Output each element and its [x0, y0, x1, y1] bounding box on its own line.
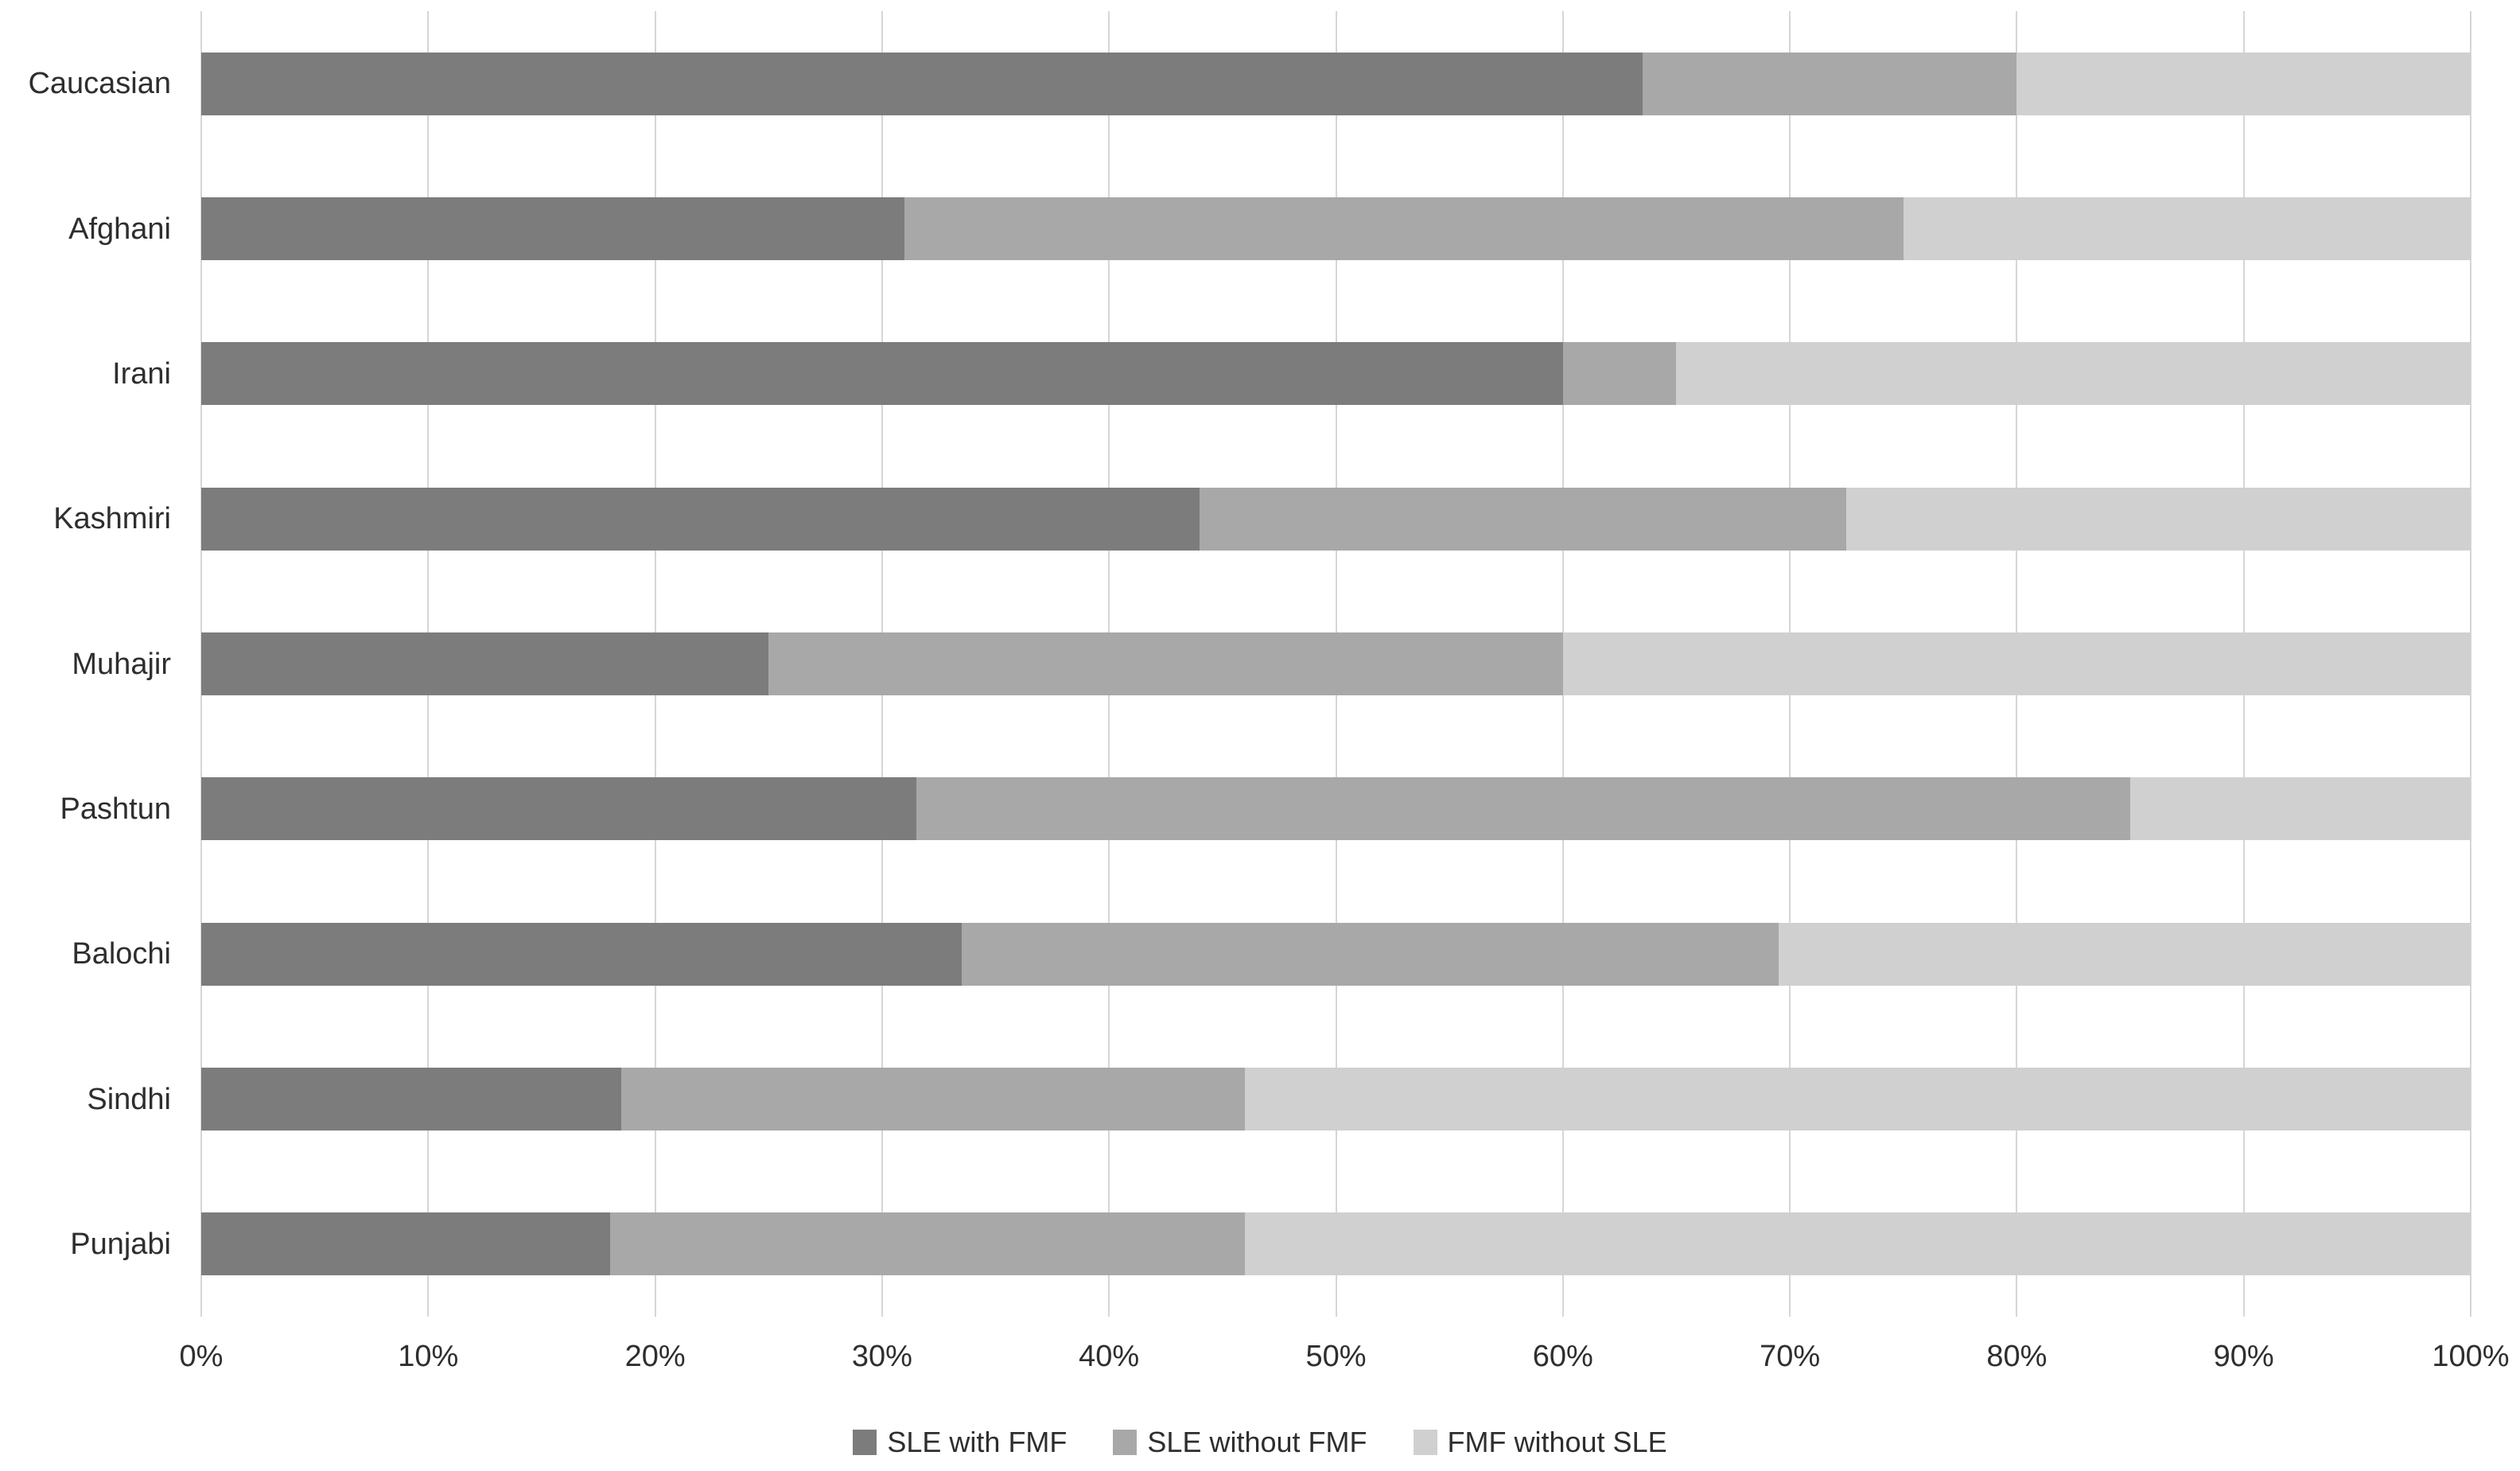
legend-swatch-sle-without-fmf — [1113, 1430, 1138, 1455]
bar-segment-sle-without-fmf — [609, 1212, 1246, 1276]
x-tick-label: 100% — [2432, 1340, 2510, 1373]
legend-item-fmf-without-sle: FMF without SLE — [1413, 1426, 1667, 1459]
category-label: Punjabi — [70, 1227, 171, 1261]
category-label: Sindhi — [87, 1082, 171, 1116]
bar-segment-sle-with-fmf — [201, 777, 916, 841]
category-label: Muhajir — [72, 647, 171, 681]
bar-segment-sle-without-fmf — [620, 1068, 1246, 1130]
bar-row-afghani — [201, 197, 2471, 260]
bar-segment-fmf-without-sle — [1245, 1212, 2471, 1276]
legend-label: SLE without FMF — [1147, 1426, 1367, 1458]
x-tick-label: 10% — [398, 1340, 459, 1373]
x-tick-label: 50% — [1305, 1340, 1367, 1373]
bar-row-irani — [201, 342, 2471, 406]
legend-item-sle-without-fmf: SLE without FMF — [1113, 1426, 1367, 1459]
x-tick-label: 40% — [1079, 1340, 1140, 1373]
bar-segment-sle-without-fmf — [916, 777, 2131, 841]
bar-segment-sle-without-fmf — [961, 922, 1779, 986]
x-tick-label: 60% — [1532, 1340, 1593, 1373]
bar-segment-fmf-without-sle — [2130, 777, 2471, 841]
legend-item-sle-with-fmf: SLE with FMF — [853, 1426, 1067, 1459]
x-tick-label: 20% — [624, 1340, 686, 1373]
legend-swatch-fmf-without-sle — [1413, 1430, 1437, 1455]
bar-segment-fmf-without-sle — [1846, 487, 2471, 551]
bar-segment-sle-with-fmf — [201, 1212, 610, 1276]
bar-segment-fmf-without-sle — [1562, 632, 2471, 695]
bar-segment-sle-with-fmf — [201, 197, 905, 260]
bar-segment-fmf-without-sle — [1245, 1068, 2471, 1130]
bar-row-sindhi — [201, 1068, 2471, 1130]
category-label: Caucasian — [28, 67, 171, 101]
bar-segment-fmf-without-sle — [2016, 52, 2471, 115]
category-label: Afghani — [68, 212, 171, 246]
bar-row-punjabi — [201, 1212, 2471, 1276]
bar-segment-fmf-without-sle — [1778, 922, 2471, 986]
category-label: Pashtun — [60, 792, 171, 826]
category-label: Balochi — [72, 937, 171, 971]
legend-swatch-sle-with-fmf — [853, 1430, 877, 1455]
category-label: Irani — [112, 356, 171, 391]
bar-segment-sle-with-fmf — [201, 487, 1200, 551]
bar-row-pashtun — [201, 777, 2471, 841]
x-tick-label: 80% — [1986, 1340, 2048, 1373]
bar-segment-sle-with-fmf — [201, 922, 962, 986]
legend-label: FMF without SLE — [1447, 1426, 1667, 1458]
bar-segment-fmf-without-sle — [1676, 342, 2471, 406]
bar-segment-sle-without-fmf — [768, 632, 1563, 695]
bar-segment-sle-without-fmf — [904, 197, 1904, 260]
gridline — [2470, 11, 2471, 1317]
bar-row-muhajir — [201, 632, 2471, 695]
bar-segment-sle-with-fmf — [201, 342, 1563, 406]
bar-segment-sle-with-fmf — [201, 1068, 621, 1130]
bar-segment-sle-with-fmf — [201, 52, 1643, 115]
x-tick-label: 0% — [179, 1340, 224, 1373]
bar-segment-fmf-without-sle — [1903, 197, 2471, 260]
bar-row-caucasian — [201, 52, 2471, 115]
category-label: Kashmiri — [53, 502, 171, 536]
x-axis-tick-labels: 0% 10% 20% 30% 40% 50% 60% 70% 80% 90% 100% — [180, 1337, 2510, 1376]
y-axis-category-labels: Caucasian Afghani Irani Kashmiri Muhajir Pash… — [0, 11, 171, 1317]
x-tick-label: 70% — [1760, 1340, 1821, 1373]
x-tick-label: 30% — [851, 1340, 912, 1373]
legend: SLE with FMF SLE without FMF FMF without… — [0, 1421, 2520, 1464]
plot-area — [200, 11, 2471, 1317]
bar-row-kashmiri — [201, 487, 2471, 551]
bar-segment-sle-without-fmf — [1200, 487, 1847, 551]
x-tick-label: 90% — [2213, 1340, 2274, 1373]
bar-row-balochi — [201, 922, 2471, 986]
bar-segment-sle-with-fmf — [201, 632, 769, 695]
bar-segment-sle-without-fmf — [1642, 52, 2017, 115]
legend-label: SLE with FMF — [887, 1426, 1068, 1458]
bar-segment-sle-without-fmf — [1562, 342, 1677, 406]
